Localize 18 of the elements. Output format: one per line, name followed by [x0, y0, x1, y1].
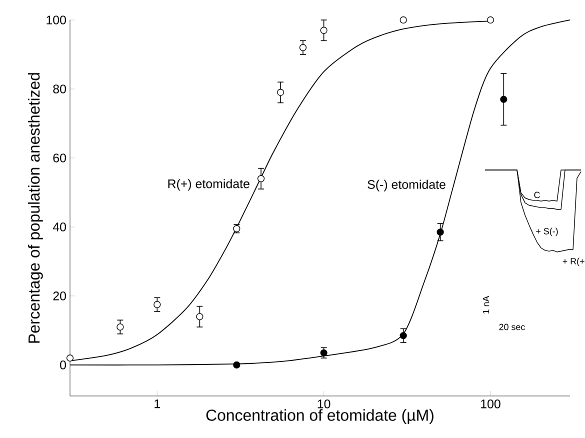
annotation: + S(-)	[536, 228, 558, 236]
series-label: S(-) etomidate	[368, 180, 446, 192]
y-tick-label: 40	[52, 222, 66, 232]
series-label: R(+) etomidate	[168, 179, 250, 191]
y-tick-label: 80	[53, 84, 66, 94]
y-tick-label: 60	[53, 154, 66, 162]
x-axis-title: Concentration of etomidate (µM)	[206, 409, 434, 424]
y-axis-title: Percentage of population anesthetized	[28, 73, 43, 343]
annotation: C	[534, 192, 540, 198]
annotation: 1 nA	[482, 296, 490, 314]
x-tick-label: 1	[154, 400, 160, 408]
y-tick-label: 0	[60, 360, 66, 370]
x-tick-label: 100	[481, 400, 500, 408]
y-tick-label: 100	[46, 16, 66, 24]
annotation: 20 sec	[499, 324, 525, 330]
annotation: + R(+	[562, 258, 584, 266]
x-tick-label: 10	[318, 400, 330, 408]
y-tick-label: 20	[53, 292, 66, 300]
